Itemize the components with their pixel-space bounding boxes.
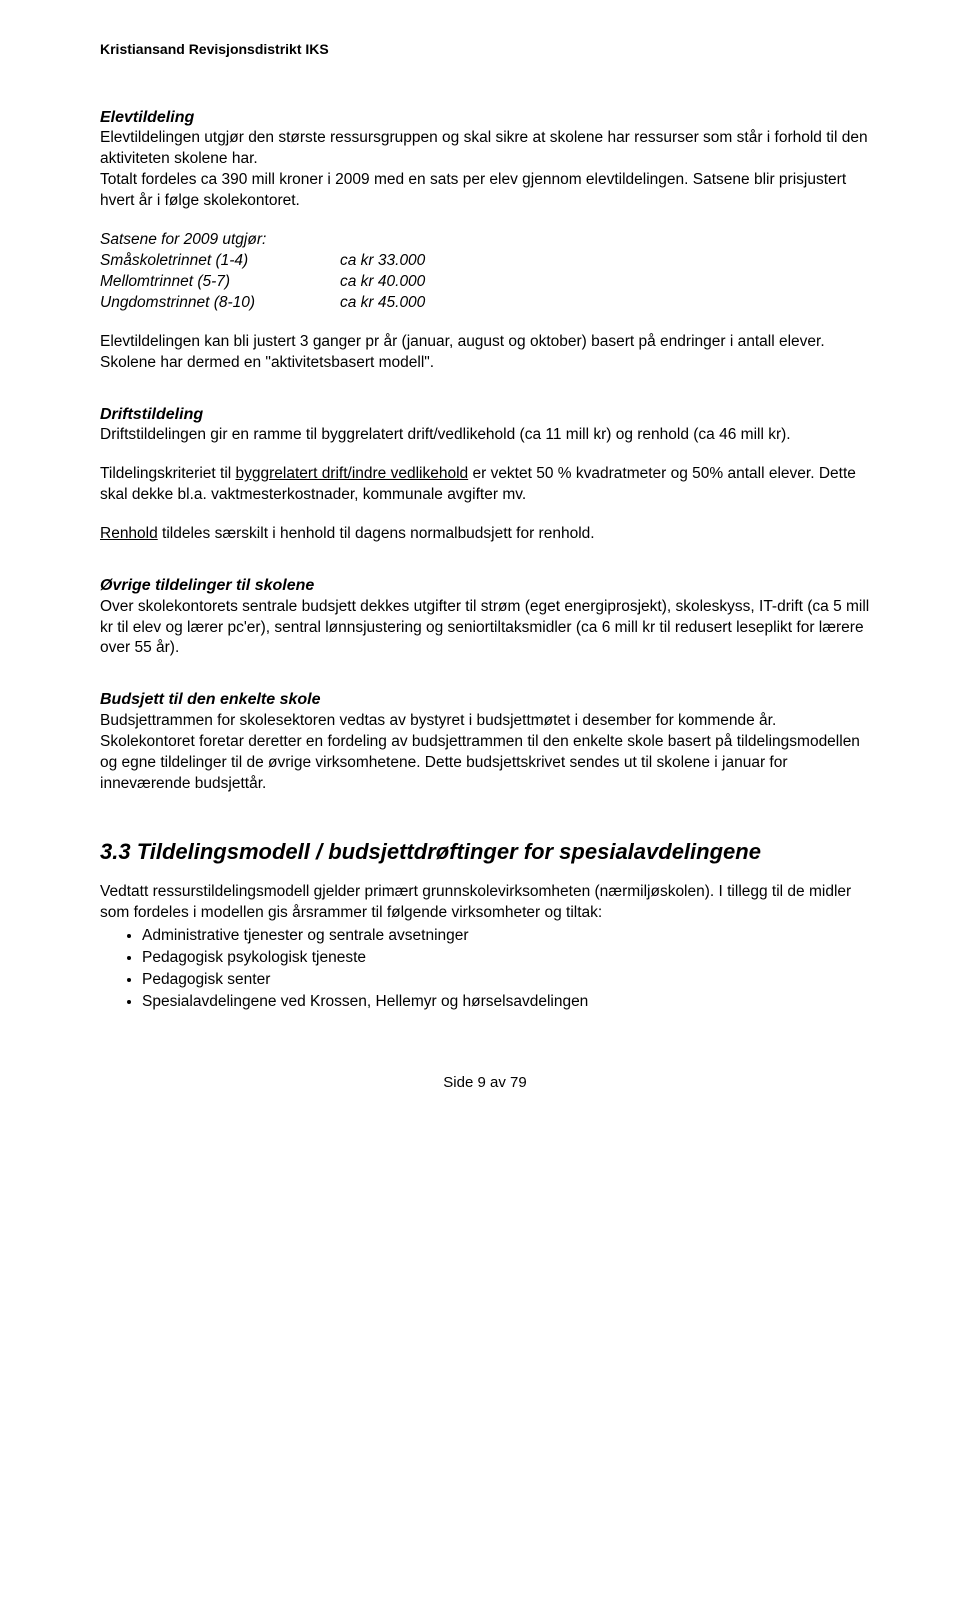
list-item: Pedagogisk psykologisk tjeneste: [142, 948, 870, 969]
rates-table: Småskoletrinnet (1-4) ca kr 33.000 Mello…: [100, 251, 870, 314]
org-header: Kristiansand Revisjonsdistrikt IKS: [100, 40, 870, 59]
bullet-list: Administrative tjenester og sentrale avs…: [100, 926, 870, 1013]
list-item: Administrative tjenester og sentrale avs…: [142, 926, 870, 947]
para-drift-2: Tildelingskriteriet til byggrelatert dri…: [100, 464, 870, 506]
para-elevtildeling-1: Elevtildelingen utgjør den største ressu…: [100, 128, 870, 170]
section-title-ovrige: Øvrige tildelinger til skolene: [100, 575, 870, 597]
heading-3-3: 3.3 Tildelingsmodell / budsjettdrøftinge…: [100, 837, 870, 867]
section-title-driftstildeling: Driftstildeling: [100, 404, 870, 426]
rate-label: Småskoletrinnet (1-4): [100, 251, 300, 272]
para-budsjett-1: Budsjettrammen for skolesektoren vedtas …: [100, 711, 870, 795]
page-footer: Side 9 av 79: [100, 1073, 870, 1093]
text-frag: tildeles særskilt i henhold til dagens n…: [158, 525, 595, 542]
rate-value: ca kr 33.000: [340, 251, 870, 272]
para-elevtildeling-3: Elevtildelingen kan bli justert 3 ganger…: [100, 332, 870, 374]
underline-text: Renhold: [100, 525, 158, 542]
rate-value: ca kr 45.000: [340, 293, 870, 314]
para-ovrige-1: Over skolekontorets sentrale budsjett de…: [100, 597, 870, 660]
section-title-budsjett: Budsjett til den enkelte skole: [100, 689, 870, 711]
para-elevtildeling-2: Totalt fordeles ca 390 mill kroner i 200…: [100, 170, 870, 212]
list-item: Pedagogisk senter: [142, 970, 870, 991]
section-title-elevtildeling: Elevtildeling: [100, 107, 870, 129]
list-item: Spesialavdelingene ved Krossen, Hellemyr…: [142, 992, 870, 1013]
para-drift-3: Renhold tildeles særskilt i henhold til …: [100, 524, 870, 545]
underline-text: byggrelatert drift/indre vedlikehold: [236, 465, 469, 482]
rate-label: Mellomtrinnet (5-7): [100, 272, 300, 293]
rate-value: ca kr 40.000: [340, 272, 870, 293]
para-drift-1: Driftstildelingen gir en ramme til byggr…: [100, 425, 870, 446]
rate-label: Ungdomstrinnet (8-10): [100, 293, 300, 314]
para-sec33-1: Vedtatt ressurstildelingsmodell gjelder …: [100, 882, 870, 924]
text-frag: Tildelingskriteriet til: [100, 465, 236, 482]
rates-intro: Satsene for 2009 utgjør:: [100, 230, 870, 251]
